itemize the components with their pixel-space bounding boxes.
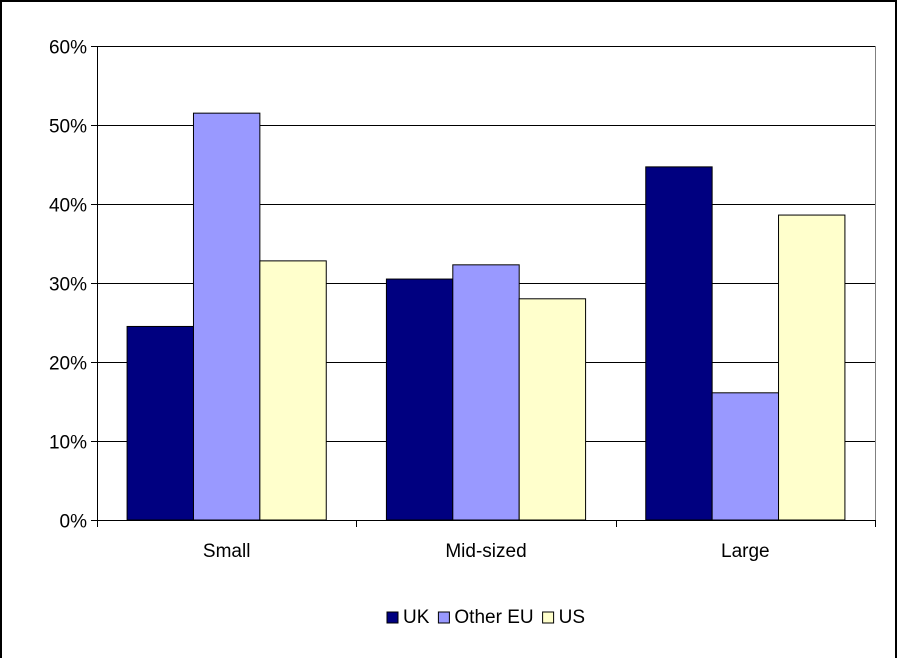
bar-us-small — [259, 260, 327, 521]
y-tick-label: 20% — [49, 354, 87, 375]
x-tick-labels: Small Mid-sized Large — [203, 541, 770, 562]
y-tick-label: 40% — [49, 196, 87, 217]
legend-swatch — [437, 611, 450, 624]
bar-us-mid-sized — [518, 298, 587, 521]
y-tick-labels: 0% 10% 20% 30% 40% 50% 60% — [49, 38, 87, 533]
bar-us-large — [778, 214, 846, 521]
x-tick-label: Large — [721, 541, 770, 562]
bar-uk-mid-sized — [385, 278, 454, 521]
legend-swatch — [386, 611, 399, 624]
legend: UK Other EU US — [386, 607, 585, 628]
bar-uk-small — [126, 325, 194, 521]
bars — [126, 112, 846, 521]
bar-other-eu-large — [711, 392, 780, 521]
bar-other-eu-mid-sized — [452, 264, 520, 521]
legend-item: US — [542, 607, 585, 628]
y-tick-label: 0% — [60, 512, 88, 533]
y-tick-label: 30% — [49, 275, 87, 296]
x-tick-label: Small — [203, 541, 251, 562]
y-tick-label: 60% — [49, 38, 87, 59]
x-tick-label: Mid-sized — [445, 541, 526, 562]
legend-label: UK — [403, 607, 430, 628]
legend-label: Other EU — [454, 607, 533, 628]
y-tick-label: 10% — [49, 433, 87, 454]
legend-swatch — [542, 611, 555, 624]
legend-item: UK — [386, 607, 430, 628]
legend-label: US — [559, 607, 585, 628]
bar-other-eu-small — [192, 112, 261, 521]
legend-item: Other EU — [437, 607, 534, 628]
bar-uk-large — [645, 166, 713, 521]
y-tick-label: 50% — [49, 117, 87, 138]
